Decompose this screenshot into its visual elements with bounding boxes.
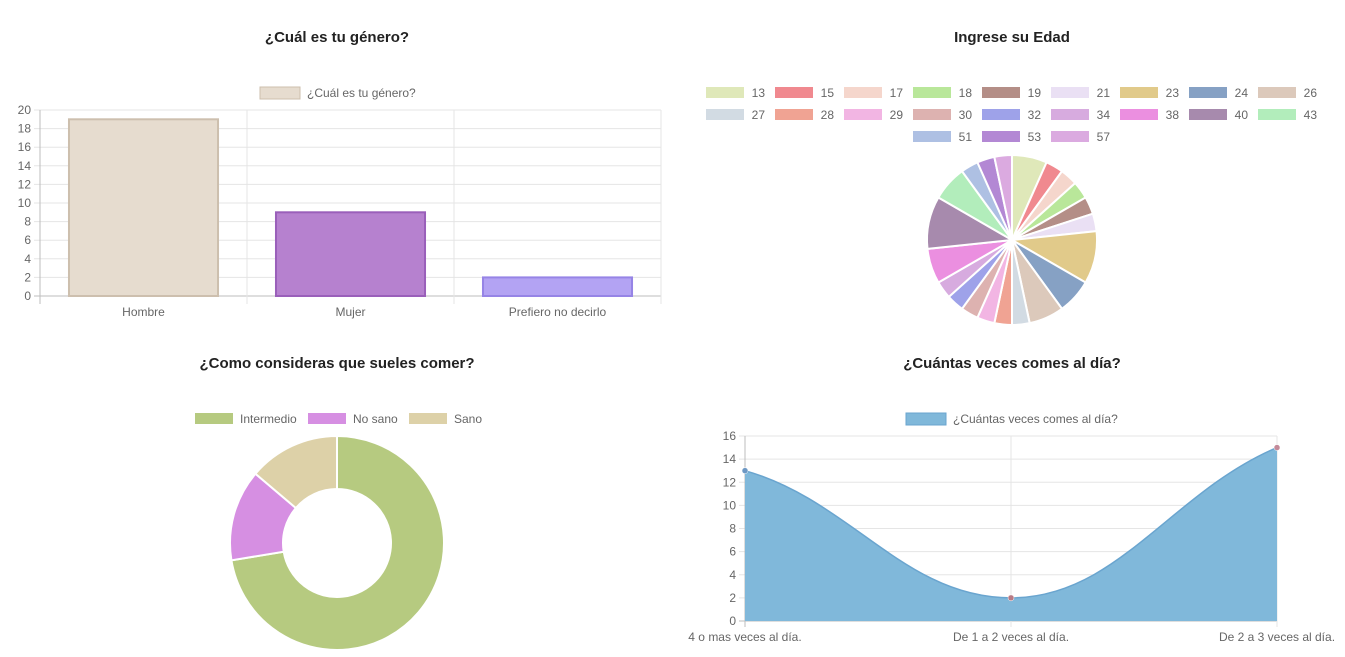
legend-label: 32 [1028,108,1042,122]
pie-slice [993,153,1013,241]
legend-label: No sano [353,412,398,426]
legend-swatch [1258,109,1296,120]
legend-label: 53 [1028,130,1042,144]
x-tick-label: De 2 a 3 veces al día. [1219,630,1335,644]
y-tick-label: 6 [24,233,31,247]
legend-label: 29 [890,108,904,122]
y-tick-label: 12 [18,177,32,191]
legend-swatch [706,109,744,120]
gender-bar-chart: 0 2 4 6 8 10 12 14 16 18 20 Hombre Mujer Prefiero no … [18,86,662,319]
legend-label: 30 [959,108,973,122]
legend-swatch [913,131,951,142]
y-tick-label: 0 [729,614,736,628]
legend-swatch [1258,87,1296,98]
legend-swatch [913,109,951,120]
y-tick-label: 10 [18,196,32,210]
legend-label: 23 [1166,86,1180,100]
legend-swatch [1189,109,1227,120]
y-tick-label: 2 [24,270,31,284]
legend-swatch [1120,87,1158,98]
legend-swatch [1051,109,1089,120]
legend-label: 17 [890,86,904,100]
legend-swatch [259,86,301,100]
y-tick-label: 0 [24,289,31,303]
legend-swatch [308,413,346,424]
y-tick-label: 6 [729,545,736,559]
legend-swatch [1051,87,1089,98]
legend-label: 43 [1304,108,1318,122]
legend-label: 57 [1097,130,1111,144]
legend-label: 21 [1097,86,1111,100]
legend-label: Intermedio [240,412,297,426]
legend-label: 13 [752,86,766,100]
x-tick-label: De 1 a 2 veces al día. [953,630,1069,644]
y-tick-label: 4 [729,568,736,582]
doughnut-slice [254,434,338,510]
x-tick-label: Mujer [335,305,365,319]
age-pie-chart: 13 15 17 18 19 21 23 24 26 27 28 29 30 32 34 38 40 43 51 53… [706,86,1318,327]
y-tick-label: 18 [18,122,32,136]
legend-label: 51 [959,130,973,144]
legend-swatch [844,87,882,98]
legend-label: 28 [821,108,835,122]
y-tick-label: 12 [723,475,737,489]
y-tick-label: 14 [723,452,737,466]
doughnut-slice [230,434,445,651]
legend-swatch [1120,109,1158,120]
meals-area-chart: 0 2 4 6 8 10 12 14 16 4 o mas veces al día. De 1 a… [688,412,1335,644]
legend-label: 27 [752,108,766,122]
y-tick-label: 20 [18,103,32,117]
y-tick-label: 16 [18,140,32,154]
legend-swatch [844,109,882,120]
gender-chart-title: ¿Cuál es tu género? [264,29,410,46]
y-tick-label: 10 [723,498,737,512]
legend-swatch [775,87,813,98]
x-tick-label: Hombre [122,305,165,319]
data-point [1007,594,1015,602]
area-fill [745,447,1277,621]
legend-swatch [409,413,447,424]
bar [274,211,427,297]
legend-label: ¿Cuál es tu género? [307,86,416,100]
y-tick-label: 8 [24,215,31,229]
legend-label: 24 [1235,86,1249,100]
age-chart-title: Ingrese su Edad [954,29,1070,46]
legend-swatch [905,412,947,426]
y-tick-label: 8 [729,522,736,536]
data-point [1273,444,1281,451]
legend-swatch [1051,131,1089,142]
legend-label: ¿Cuántas veces comes al día? [953,412,1118,426]
y-tick-label: 16 [723,429,737,443]
eating-chart-title: ¿Como consideras que sueles comer? [199,355,475,372]
legend-label: 26 [1304,86,1318,100]
legend-swatch [982,131,1020,142]
legend-swatch [775,109,813,120]
y-tick-label: 2 [729,591,736,605]
legend-swatch [195,413,233,424]
x-tick-label: 4 o mas veces al día. [688,630,801,644]
legend-swatch [982,87,1020,98]
legend-label: 19 [1028,86,1042,100]
eating-doughnut-chart: Intermedio No sano Sano [195,412,482,651]
legend-swatch [982,109,1020,120]
legend-swatch [913,87,951,98]
legend-label: 38 [1166,108,1180,122]
y-tick-label: 4 [24,252,31,266]
legend-label: 40 [1235,108,1249,122]
x-tick-label: Prefiero no decirlo [509,305,607,319]
legend-label: 34 [1097,108,1111,122]
data-point [741,467,749,474]
legend-swatch [706,87,744,98]
legend-label: Sano [454,412,482,426]
legend-swatch [1189,87,1227,98]
meals-chart-title: ¿Cuántas veces comes al día? [903,355,1121,372]
y-tick-label: 14 [18,159,32,173]
bar [67,118,220,297]
bar [481,276,634,297]
legend-label: 18 [959,86,973,100]
legend-label: 15 [821,86,835,100]
